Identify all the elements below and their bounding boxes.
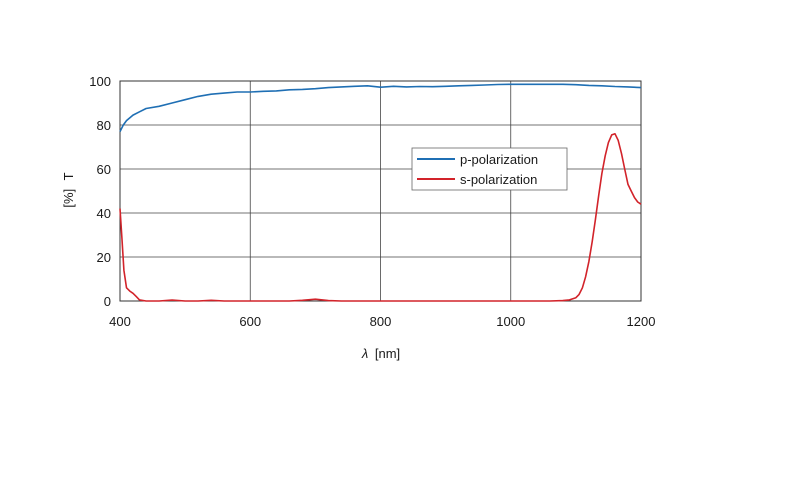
y-axis-symbol: T bbox=[61, 172, 76, 180]
y-tick-label: 60 bbox=[97, 162, 111, 177]
y-tick-label: 40 bbox=[97, 206, 111, 221]
series-line-p-polarization bbox=[119, 83, 642, 132]
legend-box bbox=[411, 147, 568, 191]
legend: p-polarization s-polarization bbox=[411, 147, 568, 191]
x-tick-label: 1200 bbox=[627, 314, 656, 329]
series-line-s-polarization bbox=[119, 133, 642, 302]
y-tick-label: 80 bbox=[97, 118, 111, 133]
y-axis-label: [%] T bbox=[61, 172, 76, 207]
grid bbox=[119, 80, 642, 302]
y-tick-label: 100 bbox=[89, 74, 111, 89]
tick-labels: 0 20 40 60 80 100 400 600 800 1000 1200 bbox=[89, 74, 655, 329]
y-tick-label: 0 bbox=[104, 294, 111, 309]
x-axis-symbol: λ bbox=[361, 346, 368, 361]
x-tick-label: 600 bbox=[239, 314, 261, 329]
series-layer bbox=[119, 83, 642, 302]
x-axis-unit: [nm] bbox=[375, 346, 400, 361]
x-axis-label: λ [nm] bbox=[361, 346, 400, 361]
y-axis-unit: [%] bbox=[61, 189, 76, 208]
x-tick-label: 1000 bbox=[496, 314, 525, 329]
y-tick-label: 20 bbox=[97, 250, 111, 265]
legend-label-s-polarization: s-polarization bbox=[460, 172, 537, 187]
x-tick-label: 400 bbox=[109, 314, 131, 329]
legend-label-p-polarization: p-polarization bbox=[460, 152, 538, 167]
x-tick-label: 800 bbox=[370, 314, 392, 329]
